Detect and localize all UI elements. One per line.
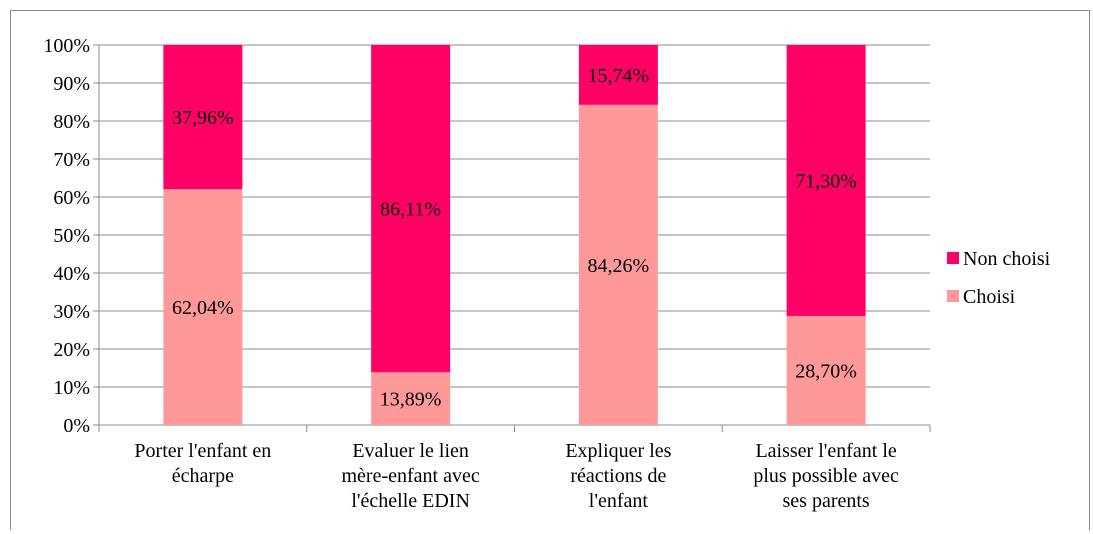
y-tick-label: 0% [63, 415, 90, 437]
y-tick-label: 60% [53, 187, 90, 209]
bar-choisi [578, 104, 658, 425]
legend-swatch [947, 252, 959, 264]
y-tick-label: 10% [53, 377, 90, 399]
bar-non-choisi [163, 45, 243, 190]
y-tick-label: 100% [43, 35, 90, 57]
category-label: mère-enfant avec [342, 465, 480, 487]
chart-frame [10, 10, 1090, 530]
legend-swatch [947, 290, 959, 302]
category-label: Laisser l'enfant le [755, 440, 896, 462]
data-label: 37,96% [172, 107, 234, 129]
bar-non-choisi [786, 45, 866, 316]
legend-label: Choisi [963, 286, 1016, 308]
category-label: Expliquer les [565, 440, 671, 462]
category-label: Evaluer le lien [352, 440, 469, 462]
data-label: 13,89% [380, 389, 442, 411]
data-label: 71,30% [795, 170, 857, 192]
data-label: 62,04% [172, 297, 234, 319]
data-label: 84,26% [588, 255, 650, 277]
bar-choisi [371, 372, 451, 425]
category-label: plus possible avec [753, 465, 899, 487]
category-label: écharpe [172, 465, 234, 487]
bar-non-choisi [371, 45, 451, 373]
y-tick-label: 80% [53, 111, 90, 133]
y-tick-label: 70% [53, 149, 90, 171]
category-label: l'échelle EDIN [351, 490, 470, 512]
y-tick-label: 40% [53, 263, 90, 285]
category-label: l'enfant [589, 490, 649, 512]
bar-non-choisi [578, 45, 658, 105]
y-tick-label: 50% [53, 225, 90, 247]
data-label: 86,11% [380, 199, 441, 221]
category-label: ses parents [783, 490, 870, 512]
y-tick-label: 90% [53, 73, 90, 95]
category-label: réactions de [570, 465, 666, 487]
data-label: 28,70% [795, 360, 857, 382]
bar-choisi [786, 315, 866, 425]
legend-label: Non choisi [963, 248, 1051, 270]
category-label: Porter l'enfant en [134, 440, 271, 462]
y-tick-label: 30% [53, 301, 90, 323]
y-tick-label: 20% [53, 339, 90, 361]
bar-choisi [163, 189, 243, 425]
data-label: 15,74% [588, 65, 650, 87]
